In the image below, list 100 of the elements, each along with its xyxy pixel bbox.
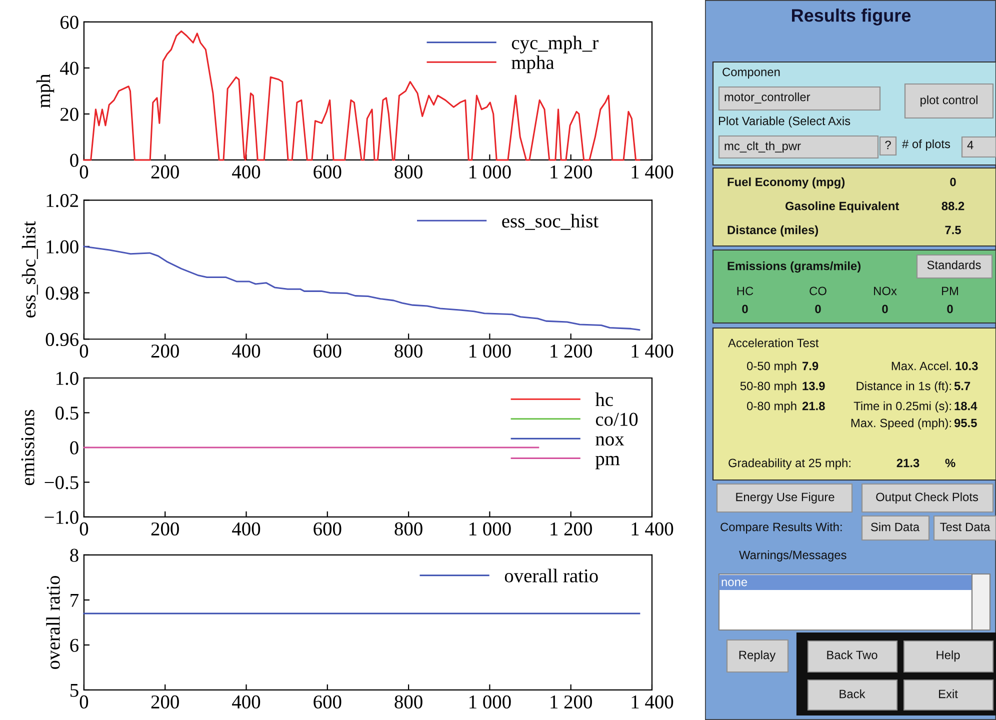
text: 0 [815,304,821,314]
text: 21.8 [802,402,825,410]
x-tick-label: 200 [151,165,179,179]
x-tick-label: 1 200 [550,695,592,709]
y-axis-title: overall ratio [46,576,60,669]
text: 88.2 [942,202,964,210]
legend-label: mpha [512,55,554,74]
x-tick-label: 1 400 [632,695,674,709]
y-tick-label: −1.0 [44,510,78,524]
text: Exit [939,689,958,698]
y-tick-label: 5 [70,684,78,697]
text: Componen [722,68,780,79]
text: 10.3 [956,362,978,370]
y-tick-label: −0.5 [44,476,78,490]
text: ? [885,140,891,150]
x-tick-label: 800 [394,165,422,179]
y-tick-label: 0 [70,441,78,454]
x-tick-label: 1 000 [470,344,511,358]
text: 0 [950,178,956,186]
text: Warnings/Messages [739,550,846,562]
y-tick-label: 0.5 [56,406,78,420]
text: none [722,580,748,586]
text: Acceleration Test [728,338,819,348]
text: mc_clt_th_pwr [724,141,801,153]
text: PM [942,286,958,296]
x-tick-label: 0 [80,165,88,179]
text: HC [737,286,754,296]
text: % [945,458,956,468]
text: Compare Results With: [720,522,842,534]
y-tick-label: 0.98 [46,286,78,300]
y-tick-label: 1.00 [46,240,78,254]
text: Energy Use Figure [736,492,834,504]
x-tick-label: 1 200 [550,344,592,358]
x-tick-label: 800 [394,522,422,536]
y-axis-title: mph [36,74,54,108]
y-tick-label: 60 [60,16,78,29]
text: motor_controller [724,92,810,104]
text: NOx [874,286,897,296]
x-tick-label: 1 000 [470,165,511,179]
x-tick-label: 1 200 [550,522,592,536]
text: 21.3 [896,458,920,468]
x-tick-label: 0 [80,522,88,536]
text: Replay [739,650,776,662]
x-tick-label: 400 [232,695,260,709]
text: Plot Variable (Select Axis [718,116,850,128]
x-tick-label: 0 [80,344,88,358]
x-tick-label: 400 [232,344,260,358]
y-tick-label: 0.96 [46,332,79,346]
legend-label: overall ratio [504,568,598,582]
text: 0 [742,304,748,314]
text: 0 [882,304,888,314]
x-tick-label: 600 [314,695,342,709]
text: 7.5 [945,226,961,234]
legend-label: cyc_mph_r [512,36,598,54]
text: 5.7 [954,382,970,390]
x-tick-label: 200 [151,695,179,709]
text: 50-80 mph [740,381,796,393]
y-tick-label: 0 [70,154,78,167]
text: Gradeability at 25 mph: [728,458,850,470]
text: 0 [947,304,953,314]
text: Output Check Plots [876,492,978,504]
y-tick-label: 1.0 [56,372,78,386]
legend-label: hc [595,392,613,406]
text: Back [840,689,866,698]
text: 18.4 [954,402,978,410]
x-tick-label: 1 200 [550,165,592,179]
text: # of plots [902,139,950,151]
text: Emissions (grams/mile) [728,261,860,273]
text: Time in 0.25mi (s): [854,401,951,413]
x-tick-label: 800 [394,344,422,358]
y-tick-label: 20 [60,108,78,121]
x-tick-label: 1 000 [470,522,511,536]
x-tick-label: 1 400 [632,344,674,358]
x-tick-label: 600 [314,344,342,358]
line-series [83,30,640,161]
x-tick-label: 1 400 [632,165,674,179]
x-tick-label: 400 [232,522,260,536]
text: 13.9 [802,382,825,390]
x-tick-label: 0 [80,695,88,709]
y-tick-label: 1.02 [46,194,78,208]
text: Results figure [792,8,911,26]
text: 0-80 mph [747,401,796,413]
text: Max. Accel. [892,361,951,370]
y-tick-label: 40 [60,62,78,75]
y-tick-label: 7 [70,594,79,607]
y-tick-label: 6 [70,638,79,652]
y-axis-title: emissions [21,410,34,486]
x-tick-label: 600 [314,165,342,179]
x-tick-label: 1 400 [632,522,674,536]
legend-label: ess_soc_hist [502,214,598,230]
text: 0-50 mph [747,361,796,373]
text: Standards [927,260,981,270]
y-tick-label: 8 [70,548,78,562]
x-tick-label: 600 [314,522,342,536]
x-tick-label: 400 [232,165,260,179]
text: Back Two [827,650,878,660]
text: Distance (miles) [728,225,818,237]
text: Max. Speed (mph): [851,418,951,430]
legend-label: co/10 [596,412,638,426]
y-axis-title: ess_sbc_hist [22,221,38,318]
